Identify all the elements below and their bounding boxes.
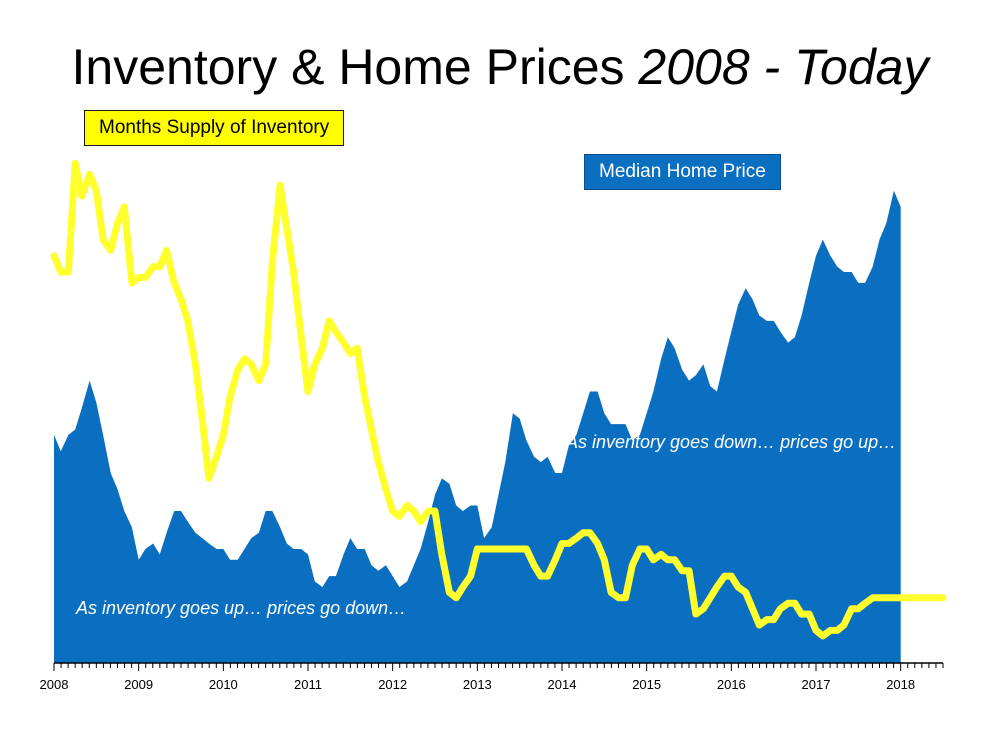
annotation-prices-down: As inventory goes up… prices go down… <box>76 598 407 618</box>
months-supply-line <box>50 159 947 640</box>
median-home-price-area <box>54 190 901 663</box>
x-tick-label: 2015 <box>632 677 661 692</box>
x-tick-label: 2018 <box>886 677 915 692</box>
x-tick-label: 2016 <box>717 677 746 692</box>
x-axis: 2008 2009 2010 2011 2012 2013 2014 2015 2016 2017… <box>40 662 944 692</box>
title-main: Inventory & Home Prices <box>71 39 625 95</box>
title-italic: 2008 - Today <box>638 39 929 95</box>
x-tick-label: 2008 <box>40 677 69 692</box>
price-area-layer <box>54 190 901 663</box>
annotation-prices-up: As inventory goes down… prices go up… <box>566 432 897 452</box>
chart-title: Inventory & Home Prices 2008 - Today <box>0 38 1000 96</box>
x-tick-label: 2010 <box>209 677 238 692</box>
x-tick-label: 2017 <box>802 677 831 692</box>
legend-price: Median Home Price <box>584 154 781 190</box>
x-tick-label: 2014 <box>548 677 577 692</box>
x-tick-label: 2011 <box>294 677 322 692</box>
x-tick-label: 2012 <box>378 677 407 692</box>
legend-supply: Months Supply of Inventory <box>84 110 345 146</box>
x-tick-label: 2009 <box>124 677 153 692</box>
supply-line-layer <box>50 159 947 640</box>
x-tick-label: 2013 <box>463 677 492 692</box>
